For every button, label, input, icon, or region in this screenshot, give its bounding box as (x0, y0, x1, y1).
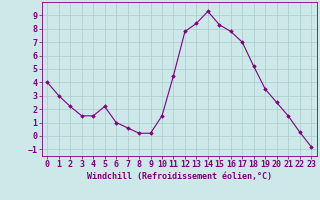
X-axis label: Windchill (Refroidissement éolien,°C): Windchill (Refroidissement éolien,°C) (87, 172, 272, 181)
